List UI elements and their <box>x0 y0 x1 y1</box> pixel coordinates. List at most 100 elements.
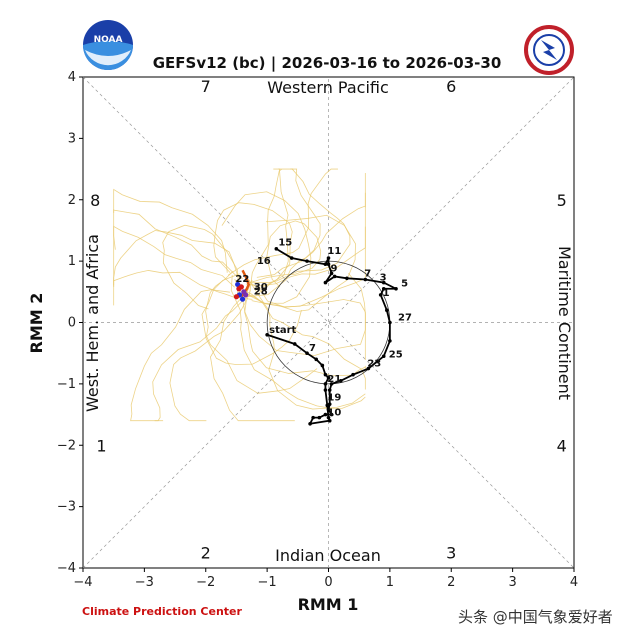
observed-point <box>378 293 383 297</box>
x-tick-label: 2 <box>447 575 455 590</box>
day-label: 7 <box>364 268 371 279</box>
ensemble-member-line <box>152 300 244 422</box>
region-bottom: Indian Ocean <box>275 546 381 565</box>
observed-point <box>308 421 312 426</box>
observed-point <box>320 363 325 368</box>
observed-point <box>326 375 331 380</box>
phase-number: 1 <box>96 436 106 455</box>
member-marker <box>243 292 249 298</box>
ensemble-member-line <box>248 168 351 284</box>
ensemble-member-line <box>256 168 289 296</box>
day-label: 23 <box>367 359 381 370</box>
day-label: 16 <box>257 256 271 267</box>
day-label: 9 <box>331 263 338 274</box>
day-label: start <box>269 325 296 336</box>
ensemble-member-line <box>249 220 322 288</box>
region-top: Western Pacific <box>267 78 389 97</box>
noaa-logo-text: NOAA <box>94 35 123 45</box>
ensemble-member-line <box>113 209 243 280</box>
ensemble-member-line <box>221 191 312 304</box>
phase-number: 4 <box>557 436 567 455</box>
day-label: 22 <box>235 274 249 285</box>
ensemble-member-line <box>234 273 366 356</box>
ensemble-member-line <box>237 279 366 390</box>
region-left: West. Hem. and Africa <box>83 234 102 412</box>
observed-point <box>351 372 355 377</box>
x-axis-label: RMM 1 <box>298 595 359 614</box>
y-tick-label: −3 <box>57 500 76 515</box>
day-label: 25 <box>389 349 403 360</box>
day-label: 15 <box>278 238 292 249</box>
phase-number: 7 <box>201 77 211 96</box>
phase-number: 6 <box>446 77 456 96</box>
ensemble-member-line <box>247 278 366 410</box>
observed-point <box>265 332 269 337</box>
observed-point <box>327 388 332 392</box>
ensemble-member-line <box>227 168 338 276</box>
y-tick-label: 4 <box>68 70 76 85</box>
y-tick-label: 3 <box>68 131 76 146</box>
observed-point <box>329 382 334 386</box>
ensemble-member-line <box>130 289 230 422</box>
ensemble-member-line <box>246 279 366 361</box>
watermark: 头条 @中国气象爱好者 <box>458 608 613 626</box>
x-tick-label: −4 <box>73 575 92 590</box>
cpc-credit: Climate Prediction Center <box>82 605 242 618</box>
y-tick-label: −1 <box>57 377 76 392</box>
ensemble-member-line <box>251 214 356 312</box>
day-label: 28 <box>254 287 268 298</box>
observed-point <box>326 256 331 260</box>
x-tick-label: 4 <box>570 575 578 590</box>
y-tick-label: −4 <box>57 561 76 576</box>
observed-point <box>381 286 386 291</box>
observed-point <box>323 382 328 386</box>
observed-point <box>326 415 331 420</box>
day-label: 10 <box>327 408 341 419</box>
member-marker <box>236 286 242 292</box>
observed-point <box>338 379 343 383</box>
x-tick-label: −3 <box>135 575 154 590</box>
phase-number: 3 <box>446 544 456 563</box>
observed-point <box>323 372 328 377</box>
observed-point <box>323 412 328 417</box>
day-label: 7 <box>309 343 316 354</box>
phase-divider-lines <box>82 76 575 569</box>
observed-point <box>385 308 389 313</box>
day-label: 11 <box>327 246 341 257</box>
observed-point <box>329 271 334 276</box>
observed-trace <box>265 247 398 426</box>
x-tick-label: −1 <box>258 575 277 590</box>
y-axis-label: RMM 2 <box>27 293 46 354</box>
ensemble-member-line <box>205 271 318 394</box>
diagonal-line <box>82 76 575 569</box>
y-tick-label: 1 <box>68 254 76 269</box>
ensemble-member-line <box>256 173 366 278</box>
observed-point <box>311 415 315 420</box>
observed-point <box>327 402 332 406</box>
x-tick-label: 3 <box>508 575 516 590</box>
observed-point <box>345 276 349 281</box>
observed-point <box>329 412 334 417</box>
day-label: 3 <box>380 273 387 284</box>
observed-point <box>317 415 322 420</box>
observed-point <box>381 354 386 359</box>
observed-point <box>381 280 386 285</box>
ensemble-member-line <box>113 270 253 300</box>
y-tick-label: 2 <box>68 193 76 208</box>
ensemble-member-line <box>230 275 366 409</box>
chart-title: GEFSv12 (bc) | 2026-03-16 to 2026-03-30 <box>153 54 502 73</box>
observed-point <box>366 366 371 371</box>
day-label: 27 <box>398 313 412 324</box>
x-tick-label: 0 <box>324 575 332 590</box>
day-label: 1 <box>383 288 390 299</box>
x-tick-label: −2 <box>196 575 215 590</box>
observed-point <box>323 388 328 392</box>
phase-number: 8 <box>90 191 100 210</box>
observed-point <box>292 342 297 346</box>
ensemble-member-line <box>210 279 295 422</box>
x-tick-label: 1 <box>386 575 394 590</box>
